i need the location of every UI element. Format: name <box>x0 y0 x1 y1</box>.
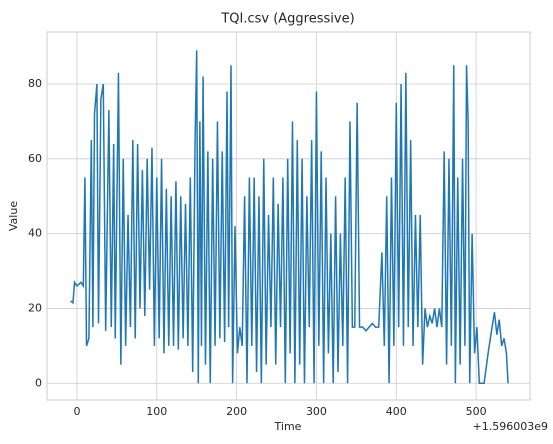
x-tick-label: 0 <box>73 405 80 418</box>
x-tick-label: 200 <box>226 405 247 418</box>
y-tick-label: 40 <box>28 227 42 240</box>
x-axis-label: Time <box>274 420 302 433</box>
x-tick-label: 300 <box>306 405 327 418</box>
data-line <box>70 50 509 385</box>
x-tick-label: 100 <box>146 405 167 418</box>
x-tick-label: 400 <box>386 405 407 418</box>
x-tick-label: 500 <box>466 405 487 418</box>
y-tick-label: 80 <box>28 77 42 90</box>
y-tick-label: 20 <box>28 301 42 314</box>
y-tick-label: 0 <box>35 376 42 389</box>
y-axis-label: Value <box>7 201 20 231</box>
chart-title: TQI.csv (Aggressive) <box>220 12 354 27</box>
y-tick-label: 60 <box>28 152 42 165</box>
x-offset-label: +1.596003e9 <box>473 420 548 433</box>
